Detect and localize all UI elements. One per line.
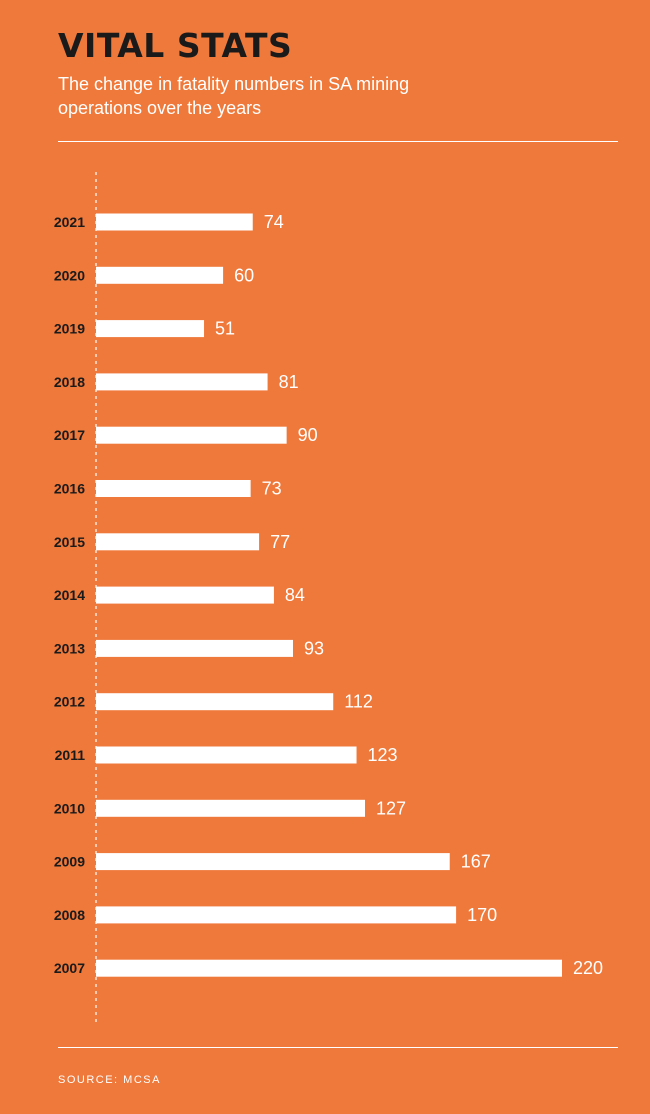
year-tick-label: 2016 bbox=[54, 481, 85, 497]
bar-2016 bbox=[96, 480, 251, 497]
bar-2019 bbox=[96, 320, 205, 338]
value-label-2008: 170 bbox=[467, 905, 497, 925]
value-label-2012: 112 bbox=[344, 692, 373, 712]
bar-2011 bbox=[96, 746, 357, 764]
fatalities-bar-chart: 2021 74 2020 60 2019 51 2018 81 2017 90 2016 73 2015… bbox=[54, 172, 603, 1022]
year-tick-label: 2009 bbox=[54, 854, 85, 870]
value-label-2011: 123 bbox=[368, 745, 398, 765]
year-tick-label: 2007 bbox=[54, 960, 85, 976]
year-tick-label: 2017 bbox=[54, 427, 85, 443]
source-note: SOURCE: MCSA bbox=[58, 1074, 161, 1086]
value-label-2020: 60 bbox=[234, 265, 254, 285]
top-divider bbox=[58, 141, 618, 142]
value-label-2014: 84 bbox=[285, 585, 305, 605]
year-tick-label: 2019 bbox=[54, 321, 85, 337]
value-label-2010: 127 bbox=[376, 798, 406, 818]
year-tick-label: 2012 bbox=[54, 694, 85, 710]
year-tick-label: 2021 bbox=[54, 214, 85, 230]
year-tick-label: 2015 bbox=[54, 534, 85, 550]
value-label-2007: 220 bbox=[573, 958, 603, 978]
value-label-2016: 73 bbox=[262, 479, 282, 499]
year-tick-label: 2020 bbox=[54, 267, 85, 283]
value-label-2017: 90 bbox=[298, 425, 318, 445]
page-title: VITAL STATS bbox=[58, 26, 293, 65]
year-tick-label: 2008 bbox=[54, 907, 85, 923]
bar-2012 bbox=[96, 693, 334, 711]
bar-2009 bbox=[96, 853, 450, 871]
year-tick-label: 2013 bbox=[54, 640, 85, 656]
bar-2007 bbox=[96, 959, 562, 977]
value-label-2019: 51 bbox=[215, 319, 235, 339]
bar-2013 bbox=[96, 639, 293, 657]
bottom-divider bbox=[58, 1047, 618, 1048]
year-tick-label: 2014 bbox=[54, 587, 85, 603]
value-label-2009: 167 bbox=[461, 852, 491, 872]
bar-2014 bbox=[96, 586, 274, 604]
year-tick-label: 2010 bbox=[54, 800, 85, 816]
value-label-2015: 77 bbox=[270, 532, 290, 552]
bar-2017 bbox=[96, 426, 287, 444]
bar-2010 bbox=[96, 799, 366, 817]
year-tick-label: 2011 bbox=[55, 747, 86, 763]
bar-2021 bbox=[96, 213, 253, 231]
value-label-2021: 74 bbox=[264, 212, 284, 232]
bar-2020 bbox=[96, 266, 224, 284]
bar-2018 bbox=[96, 373, 268, 391]
value-label-2018: 81 bbox=[279, 372, 299, 392]
value-label-2013: 93 bbox=[304, 638, 324, 658]
bar-2015 bbox=[96, 533, 260, 551]
bar-2008 bbox=[96, 906, 457, 924]
year-tick-label: 2018 bbox=[54, 374, 85, 390]
page-subtitle: The change in fatality numbers in SA min… bbox=[58, 74, 410, 118]
